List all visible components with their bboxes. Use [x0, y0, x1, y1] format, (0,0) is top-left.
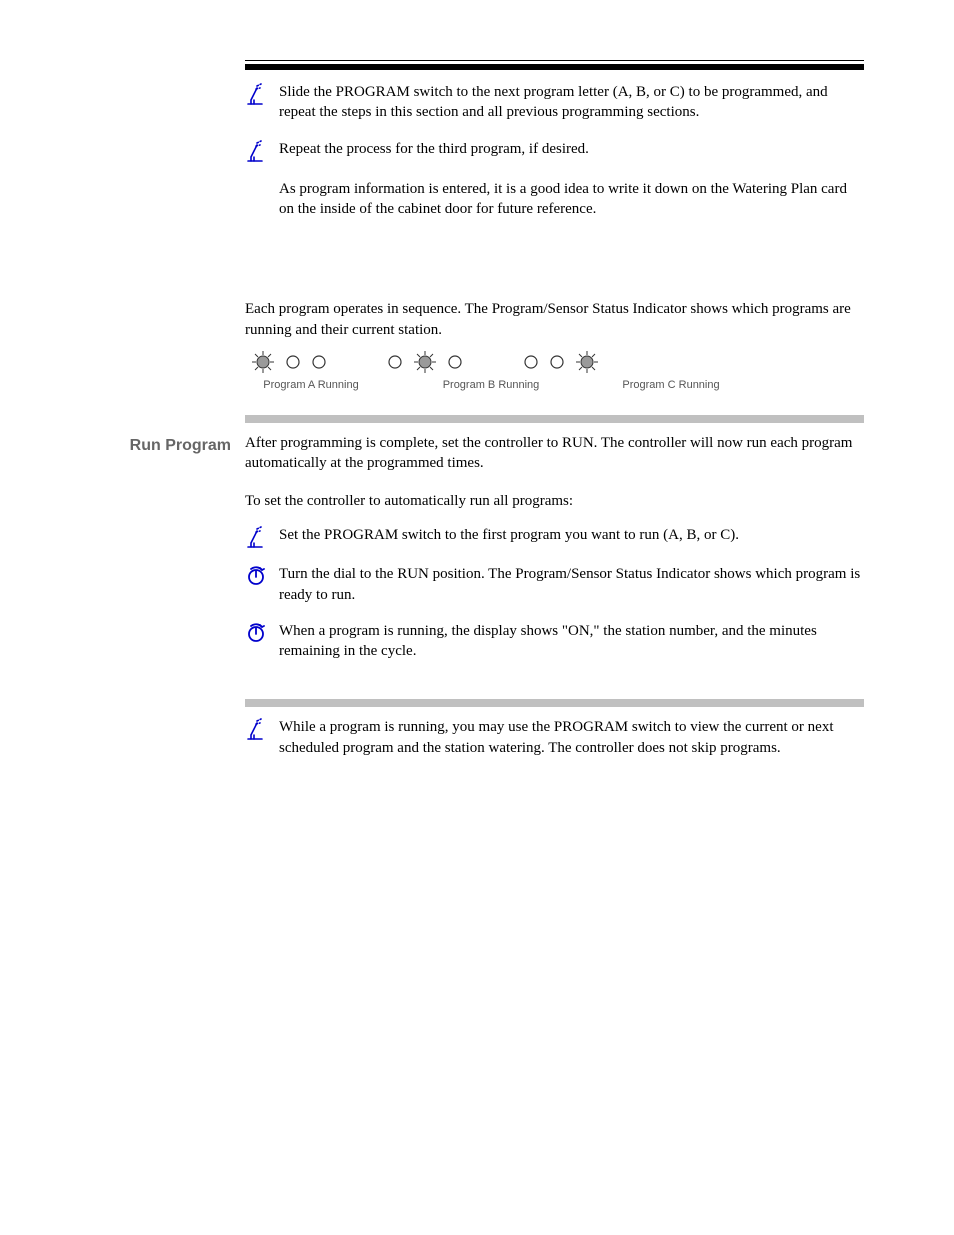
empty-circle-icon — [523, 354, 539, 370]
sun-indicator-icon — [251, 350, 275, 374]
section-2-paragraph-1: After programming is complete, set the c… — [245, 433, 864, 474]
section-2-paragraph-2: To set the controller to automatically r… — [245, 491, 864, 511]
step-text: When a program is running, the display s… — [279, 621, 864, 662]
empty-circle-icon — [285, 354, 301, 370]
switch-lever-icon — [245, 525, 273, 548]
step: Repeat the process for the third program… — [245, 139, 864, 220]
program-indicator-group-b — [387, 350, 463, 374]
step: When a program is running, the display s… — [245, 621, 864, 662]
step-text: Turn the dial to the RUN position. The P… — [279, 564, 864, 605]
program-indicator-captions: Program A Running Program B Running Prog… — [245, 378, 864, 393]
step: Slide the PROGRAM switch to the next pro… — [245, 82, 864, 123]
rotary-dial-icon — [245, 564, 273, 587]
section-1-label — [115, 78, 245, 80]
section-2-label: Run Program — [115, 433, 245, 457]
program-indicator-caption-a: Program A Running — [251, 378, 371, 393]
empty-circle-icon — [549, 354, 565, 370]
program-indicator-group-c — [523, 350, 599, 374]
section-1-paragraph: Each program operates in sequence. The P… — [245, 299, 864, 340]
sun-indicator-icon — [413, 350, 437, 374]
step: While a program is running, you may use … — [245, 717, 864, 758]
empty-circle-icon — [387, 354, 403, 370]
switch-lever-icon — [245, 717, 273, 740]
step-text: Set the PROGRAM switch to the first prog… — [279, 525, 864, 545]
program-indicator-caption-b: Program B Running — [431, 378, 551, 393]
step-text: Repeat the process for the third program… — [279, 139, 864, 159]
section-divider — [245, 699, 864, 707]
section-2: Run Program After programming is complet… — [115, 433, 864, 678]
step: Turn the dial to the RUN position. The P… — [245, 564, 864, 605]
step-text: While a program is running, you may use … — [279, 717, 864, 758]
header-rule — [245, 60, 864, 70]
step-substep: As program information is entered, it is… — [279, 179, 864, 220]
section-3: While a program is running, you may use … — [115, 717, 864, 774]
program-indicator-group-a — [251, 350, 327, 374]
step: Set the PROGRAM switch to the first prog… — [245, 525, 864, 548]
section-divider — [245, 415, 864, 423]
switch-lever-icon — [245, 82, 273, 105]
program-indicator-row — [245, 350, 864, 374]
empty-circle-icon — [311, 354, 327, 370]
rotary-dial-icon — [245, 621, 273, 644]
section-3-label — [115, 717, 245, 719]
empty-circle-icon — [447, 354, 463, 370]
program-indicator-caption-c: Program C Running — [611, 378, 731, 393]
section-1: Slide the PROGRAM switch to the next pro… — [115, 78, 864, 393]
sun-indicator-icon — [575, 350, 599, 374]
switch-lever-icon — [245, 139, 273, 162]
step-text: Slide the PROGRAM switch to the next pro… — [279, 82, 864, 123]
